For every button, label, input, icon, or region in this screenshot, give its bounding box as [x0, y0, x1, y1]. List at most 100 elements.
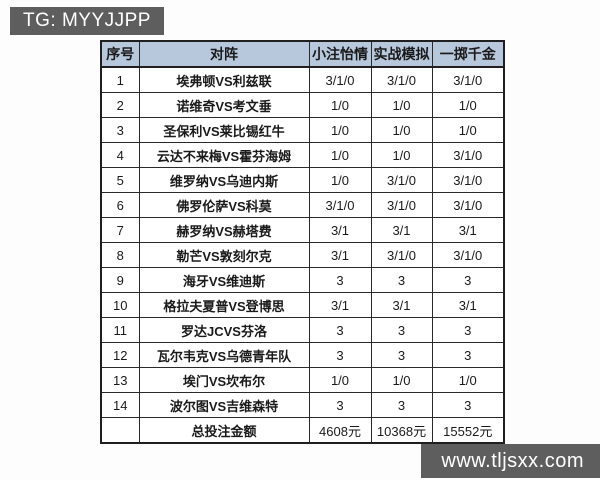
matchup-cell: 诺维奇VS考文垂: [138, 92, 310, 118]
big-bet-cell: 3: [431, 392, 505, 418]
small-bet-cell: 3: [308, 267, 372, 293]
simulation-bet-cell: 3: [370, 317, 433, 343]
matchup-cell: 海牙VS维迪斯: [138, 267, 310, 293]
matchup-cell: 埃门VS坎布尔: [138, 367, 310, 393]
matchup-cell: 瓦尔韦克VS乌德青年队: [138, 342, 310, 368]
col-header-index: 序号: [100, 40, 140, 68]
big-bet-cell: 3/1/0: [431, 192, 505, 218]
simulation-bet-cell: 3/1/0: [370, 192, 433, 218]
simulation-bet-cell: 1/0: [370, 367, 433, 393]
match-row: 4 云达不来梅VS霍芬海姆 1/0 1/0 3/1/0: [100, 142, 505, 168]
small-bet-cell: 3: [308, 342, 372, 368]
simulation-bet-cell: 3/1/0: [370, 242, 433, 268]
big-bet-cell: 3/1/0: [431, 242, 505, 268]
row-number-cell: 6: [100, 192, 140, 218]
matchup-cell: 埃弗顿VS利兹联: [138, 66, 310, 93]
row-number-cell: 2: [100, 92, 140, 118]
small-bet-cell: 1/0: [308, 367, 372, 393]
matchup-cell: 罗达JCVS芬洛: [138, 317, 310, 343]
match-row: 2 诺维奇VS考文垂 1/0 1/0 1/0: [100, 92, 505, 118]
simulation-bet-cell: 3: [370, 342, 433, 368]
row-number-cell: 8: [100, 242, 140, 268]
matchup-cell: 云达不来梅VS霍芬海姆: [138, 142, 310, 168]
match-row: 7 赫罗纳VS赫塔费 3/1 3/1 3/1: [100, 217, 505, 243]
big-bet-cell: 3/1/0: [431, 142, 505, 168]
row-number-cell: 5: [100, 167, 140, 193]
big-bet-cell: 3/1/0: [431, 66, 505, 93]
col-header-simulation: 实战模拟: [370, 40, 433, 68]
big-bet-cell: 3/1: [431, 217, 505, 243]
big-bet-cell: 1/0: [431, 367, 505, 393]
matchup-cell: 圣保利VS莱比锡红牛: [138, 117, 310, 143]
table-footer: 总投注金额 4608元 10368元 15552元: [100, 417, 505, 444]
big-bet-cell: 3: [431, 267, 505, 293]
big-bet-cell: 1/0: [431, 92, 505, 118]
col-header-big-bet: 一掷千金: [431, 40, 505, 68]
small-bet-cell: 1/0: [308, 167, 372, 193]
match-row: 13 埃门VS坎布尔 1/0 1/0 1/0: [100, 367, 505, 393]
small-bet-cell: 3/1/0: [308, 192, 372, 218]
simulation-bet-cell: 3: [370, 267, 433, 293]
match-row: 9 海牙VS维迪斯 3 3 3: [100, 267, 505, 293]
small-bet-cell: 1/0: [308, 92, 372, 118]
row-number-cell: 7: [100, 217, 140, 243]
row-number-cell: 1: [100, 66, 140, 93]
telegram-handle-badge: TG: MYYJJPP: [10, 7, 164, 35]
row-number-cell: 12: [100, 342, 140, 368]
website-badge: www.tljsxx.com: [421, 444, 600, 478]
row-number-cell: 11: [100, 317, 140, 343]
simulation-bet-cell: 1/0: [370, 142, 433, 168]
matchup-cell: 勒芒VS敦刻尔克: [138, 242, 310, 268]
col-header-small-bet: 小注怡情: [308, 40, 372, 68]
match-row: 5 维罗纳VS乌迪内斯 1/0 3/1/0 3/1/0: [100, 167, 505, 193]
big-bet-cell: 3: [431, 342, 505, 368]
col-header-matchup: 对阵: [138, 40, 310, 68]
small-bet-cell: 3: [308, 392, 372, 418]
table-body: 1 埃弗顿VS利兹联 3/1/0 3/1/0 3/1/0 2 诺维奇VS考文垂 1/0 1/0 1…: [100, 66, 505, 418]
match-row: 10 格拉夫夏普VS登博思 3/1 3/1 3/1: [100, 292, 505, 318]
small-bet-cell: 3: [308, 317, 372, 343]
row-number-cell: 14: [100, 392, 140, 418]
big-bet-cell: 3/1/0: [431, 167, 505, 193]
match-row: 11 罗达JCVS芬洛 3 3 3: [100, 317, 505, 343]
big-bet-cell: 1/0: [431, 117, 505, 143]
small-bet-cell: 3/1: [308, 292, 372, 318]
small-bet-cell: 3/1: [308, 217, 372, 243]
simulation-bet-cell: 1/0: [370, 92, 433, 118]
matchup-cell: 波尔图VS吉维森特: [138, 392, 310, 418]
match-row: 8 勒芒VS敦刻尔克 3/1 3/1/0 3/1/0: [100, 242, 505, 268]
big-bet-cell: 3/1: [431, 292, 505, 318]
matchup-cell: 格拉夫夏普VS登博思: [138, 292, 310, 318]
total-small-bet: 4608元: [308, 417, 372, 444]
match-row: 14 波尔图VS吉维森特 3 3 3: [100, 392, 505, 418]
total-empty-cell: [100, 417, 140, 444]
small-bet-cell: 1/0: [308, 117, 372, 143]
small-bet-cell: 1/0: [308, 142, 372, 168]
simulation-bet-cell: 1/0: [370, 117, 433, 143]
row-number-cell: 9: [100, 267, 140, 293]
simulation-bet-cell: 3/1/0: [370, 167, 433, 193]
big-bet-cell: 3: [431, 317, 505, 343]
match-row: 12 瓦尔韦克VS乌德青年队 3 3 3: [100, 342, 505, 368]
match-row: 1 埃弗顿VS利兹联 3/1/0 3/1/0 3/1/0: [100, 66, 505, 93]
match-row: 3 圣保利VS莱比锡红牛 1/0 1/0 1/0: [100, 117, 505, 143]
row-number-cell: 4: [100, 142, 140, 168]
simulation-bet-cell: 3: [370, 392, 433, 418]
match-row: 6 佛罗伦萨VS科莫 3/1/0 3/1/0 3/1/0: [100, 192, 505, 218]
total-row: 总投注金额 4608元 10368元 15552元: [100, 417, 505, 444]
row-number-cell: 13: [100, 367, 140, 393]
matchup-cell: 赫罗纳VS赫塔费: [138, 217, 310, 243]
total-label-cell: 总投注金额: [138, 417, 310, 444]
row-number-cell: 10: [100, 292, 140, 318]
header-row: 序号 对阵 小注怡情 实战模拟 一掷千金: [100, 40, 505, 68]
matchup-cell: 维罗纳VS乌迪内斯: [138, 167, 310, 193]
total-simulation: 10368元: [370, 417, 433, 444]
matchup-cell: 佛罗伦萨VS科莫: [138, 192, 310, 218]
table-header: 序号 对阵 小注怡情 实战模拟 一掷千金: [100, 40, 505, 68]
small-bet-cell: 3/1/0: [308, 66, 372, 93]
simulation-bet-cell: 3/1: [370, 217, 433, 243]
row-number-cell: 3: [100, 117, 140, 143]
betting-tips-table: 序号 对阵 小注怡情 实战模拟 一掷千金 1 埃弗顿VS利兹联 3/1/0 3/1/0…: [100, 40, 505, 444]
small-bet-cell: 3/1: [308, 242, 372, 268]
